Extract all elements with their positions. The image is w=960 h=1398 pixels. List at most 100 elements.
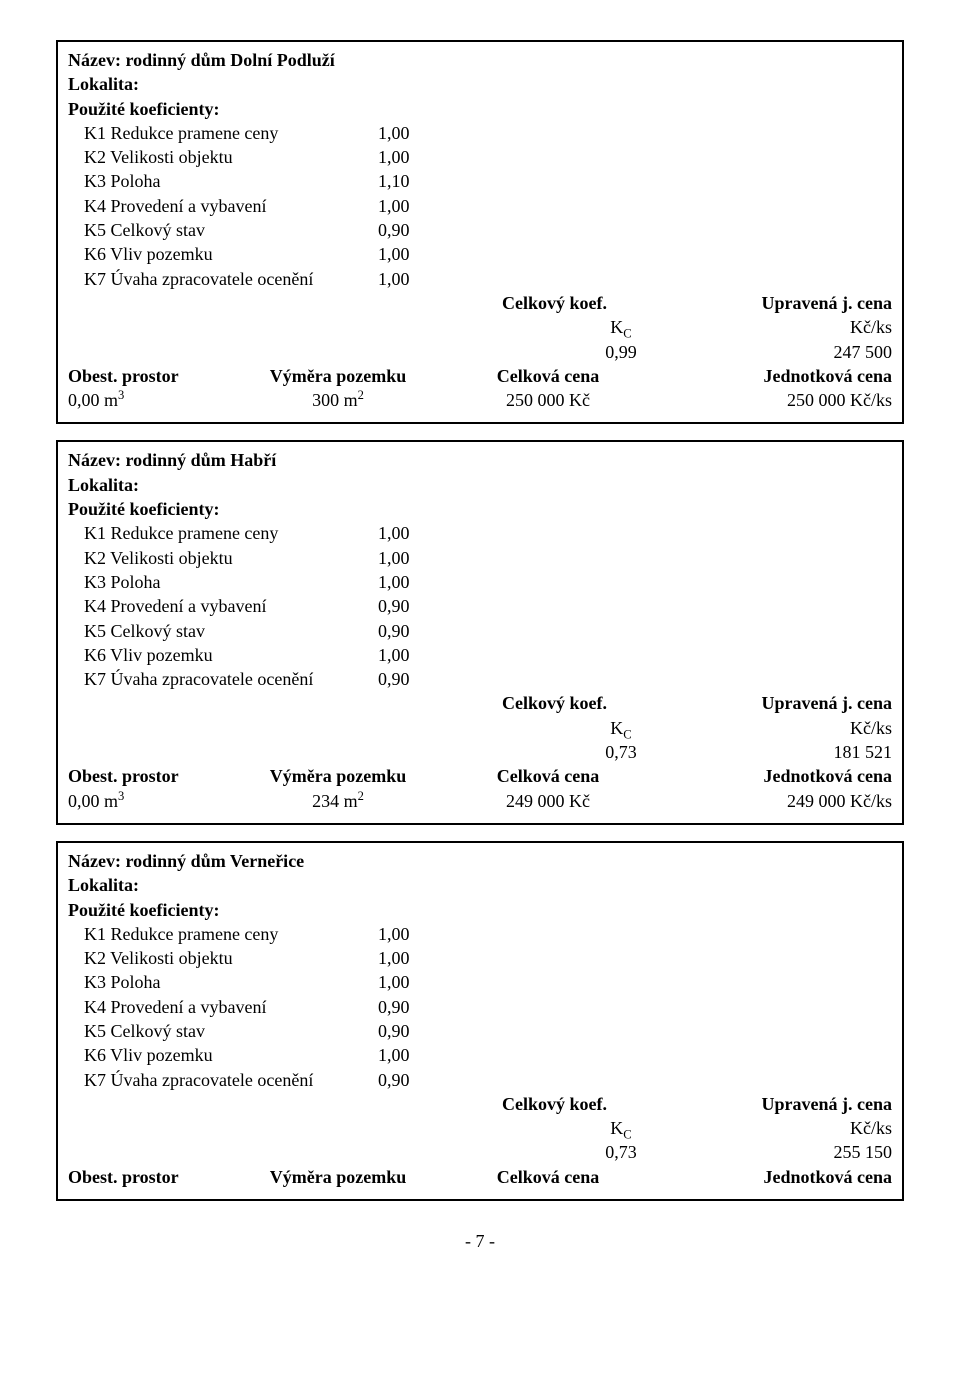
jednotkova-cena-label: Jednotková cena (663, 764, 892, 788)
upravena-cena-label: Upravená j. cena (717, 291, 892, 315)
property-title: rodinný dům Habří (125, 450, 276, 470)
spacer (68, 691, 502, 715)
kc-k: K (610, 718, 623, 738)
jednotkova-cena-label: Jednotková cena (663, 364, 892, 388)
celkova-cena-label: Celková cena (433, 764, 663, 788)
obest-prostor-label: Obest. prostor (68, 1165, 243, 1189)
koef-row: K6 Vliv pozemku1,00 (68, 643, 892, 667)
nazev-label: Název: (68, 851, 121, 871)
spacer (68, 740, 525, 764)
obest-value: 0,00 m3 (68, 388, 243, 412)
koef-value-row: 0,73255 150 (68, 1140, 892, 1164)
koef-row: K5 Celkový stav0,90 (68, 218, 892, 242)
koef-name: K2 Velikosti objektu (68, 145, 378, 169)
obest-sup: 3 (118, 789, 124, 803)
title-row: Název: rodinný dům Habří (68, 448, 892, 472)
nazev-label: Název: (68, 50, 121, 70)
pouzite-text: Použité koeficienty: (68, 99, 219, 119)
koef-value: 0,90 (378, 1019, 438, 1043)
koef-value: 0,90 (378, 594, 438, 618)
summary-header: Obest. prostorVýměra pozemkuCelková cena… (68, 1165, 892, 1189)
koef-row: K2 Velikosti objektu1,00 (68, 546, 892, 570)
pouzite-label: Použité koeficienty: (68, 497, 892, 521)
koef-name: K4 Provedení a vybavení (68, 194, 378, 218)
koef-value: 1,00 (378, 570, 438, 594)
pouzite-text: Použité koeficienty: (68, 900, 219, 920)
kc-ks-label: Kč/ks (717, 315, 892, 339)
koef-value: 1,00 (378, 145, 438, 169)
koef-value: 1,00 (378, 121, 438, 145)
obest-prostor-label: Obest. prostor (68, 364, 243, 388)
koef-name: K5 Celkový stav (68, 218, 378, 242)
koef-name: K7 Úvaha zpracovatele ocenění (68, 1068, 378, 1092)
obest-num: 0,00 m (68, 791, 118, 811)
kc-value: 0,73 (525, 740, 717, 764)
koef-row: K6 Vliv pozemku1,00 (68, 1043, 892, 1067)
koef-row: K3 Poloha1,00 (68, 970, 892, 994)
property-box: Název: rodinný dům Dolní PodlužíLokalita… (56, 40, 904, 424)
koef-value: 1,00 (378, 1043, 438, 1067)
kc-ks-label: Kč/ks (717, 1116, 892, 1140)
property-title: rodinný dům Verneřice (125, 851, 304, 871)
kc-symbol: KC (525, 1116, 717, 1140)
koef-name: K7 Úvaha zpracovatele ocenění (68, 667, 378, 691)
kc-symbol: KC (525, 716, 717, 740)
koef-row: K4 Provedení a vybavení0,90 (68, 594, 892, 618)
obest-value: 0,00 m3 (68, 789, 243, 813)
celkova-value: 249 000 Kč (433, 789, 663, 813)
koef-name: K5 Celkový stav (68, 1019, 378, 1043)
kc-k: K (610, 317, 623, 337)
koef-row: K3 Poloha1,00 (68, 570, 892, 594)
upravena-cena-label: Upravená j. cena (717, 1092, 892, 1116)
koef-name: K3 Poloha (68, 169, 378, 193)
vymera-num: 234 m (312, 791, 358, 811)
title-row: Název: rodinný dům Verneřice (68, 849, 892, 873)
koef-value: 1,10 (378, 169, 438, 193)
lokalita-label: Lokalita: (68, 873, 892, 897)
koef-row: K5 Celkový stav0,90 (68, 619, 892, 643)
summary-header: Obest. prostorVýměra pozemkuCelková cena… (68, 764, 892, 788)
summary-row: 0,00 m3 234 m2 249 000 Kč249 000 Kč/ks (68, 789, 892, 813)
kc-symbol-row: KCKč/ks (68, 716, 892, 740)
koef-row: K1 Redukce pramene ceny1,00 (68, 521, 892, 545)
property-box: Název: rodinný dům VerneřiceLokalita:Pou… (56, 841, 904, 1201)
celkovy-koef-label: Celkový koef. (502, 291, 717, 315)
page-number: - 7 - (465, 1231, 495, 1251)
koef-value: 1,00 (378, 194, 438, 218)
summary-header: Obest. prostorVýměra pozemkuCelková cena… (68, 364, 892, 388)
koef-value: 0,90 (378, 995, 438, 1019)
koef-row: K1 Redukce pramene ceny1,00 (68, 121, 892, 145)
koef-row: K7 Úvaha zpracovatele ocenění1,00 (68, 267, 892, 291)
lokalita-text: Lokalita: (68, 875, 139, 895)
koef-value: 0,90 (378, 218, 438, 242)
koef-value: 1,00 (378, 521, 438, 545)
upravena-value: 181 521 (717, 740, 892, 764)
koef-value: 1,00 (378, 546, 438, 570)
pouzite-label: Použité koeficienty: (68, 97, 892, 121)
pouzite-label: Použité koeficienty: (68, 898, 892, 922)
spacer (68, 1140, 525, 1164)
koef-row: K4 Provedení a vybavení0,90 (68, 995, 892, 1019)
jednotkova-value: 249 000 Kč/ks (663, 789, 892, 813)
lokalita-text: Lokalita: (68, 74, 139, 94)
property-box: Název: rodinný dům HabříLokalita:Použité… (56, 440, 904, 824)
jednotkova-value: 250 000 Kč/ks (663, 388, 892, 412)
koef-value: 1,00 (378, 946, 438, 970)
celkova-cena-label: Celková cena (433, 364, 663, 388)
kc-symbol: KC (525, 315, 717, 339)
celkova-value: 250 000 Kč (433, 388, 663, 412)
vymera-value: 300 m2 (243, 388, 433, 412)
obest-sup: 3 (118, 388, 124, 402)
lokalita-label: Lokalita: (68, 72, 892, 96)
koef-name: K4 Provedení a vybavení (68, 594, 378, 618)
koef-value: 1,00 (378, 242, 438, 266)
koef-value: 0,90 (378, 1068, 438, 1092)
vymera-sup: 2 (358, 789, 364, 803)
koef-row: K7 Úvaha zpracovatele ocenění0,90 (68, 1068, 892, 1092)
celkova-cena-label: Celková cena (433, 1165, 663, 1189)
celkovy-koef-label: Celkový koef. (502, 691, 717, 715)
koef-name: K2 Velikosti objektu (68, 546, 378, 570)
pouzite-text: Použité koeficienty: (68, 499, 219, 519)
page-footer: - 7 - (56, 1231, 904, 1252)
koef-header-row: Celkový koef.Upravená j. cena (68, 1092, 892, 1116)
